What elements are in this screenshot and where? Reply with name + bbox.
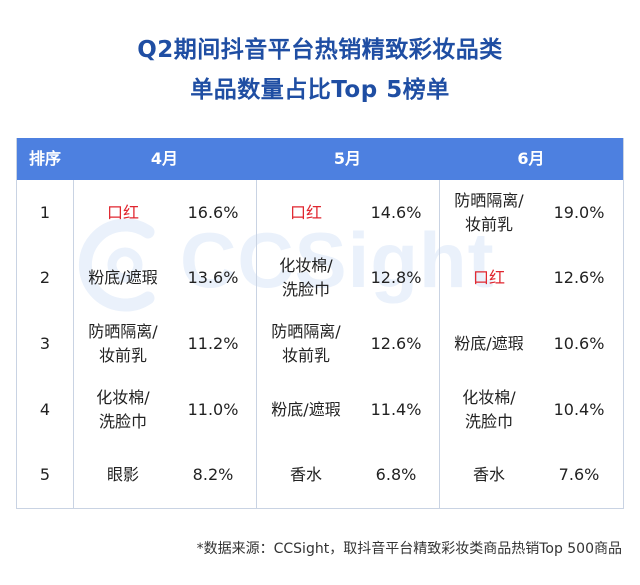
product-name-cell: 粉底/遮瑕 xyxy=(271,399,341,419)
column-divider xyxy=(439,180,440,508)
product-name-cell: 防晒隔离/妆前乳 xyxy=(88,321,158,365)
product-name-cell: 口红 xyxy=(106,202,139,222)
share-percent-cell: 10.6% xyxy=(553,333,605,353)
header-may: 5月 xyxy=(333,149,362,168)
product-name-cell: 防晒隔离/妆前乳 xyxy=(271,321,341,365)
product-name-cell: 香水 xyxy=(472,465,505,485)
header-june: 6月 xyxy=(517,149,545,168)
share-percent-cell: 11.0% xyxy=(187,399,239,419)
product-name-cell: 粉底/遮瑕 xyxy=(454,333,524,353)
rank-cell: 3 xyxy=(39,333,51,353)
share-percent-cell: 19.0% xyxy=(553,202,605,222)
product-name-cell: 眼影 xyxy=(106,465,139,485)
share-percent-cell: 12.6% xyxy=(553,268,605,288)
share-percent-cell: 12.6% xyxy=(370,333,422,353)
share-percent-cell: 16.6% xyxy=(187,202,239,222)
ranking-table: 排序 4月 5月 6月 1 口红 16.6% 口红 14.6% 防晒隔离/妆前乳 19.0%… xyxy=(16,138,624,509)
header-april: 4月 xyxy=(150,149,179,168)
share-percent-cell: 11.4% xyxy=(370,399,422,419)
rank-cell: 2 xyxy=(39,268,51,288)
column-divider xyxy=(256,180,257,508)
rank-cell: 1 xyxy=(39,202,51,222)
share-percent-cell: 6.8% xyxy=(375,465,417,485)
share-percent-cell: 14.6% xyxy=(370,202,422,222)
rank-cell: 5 xyxy=(39,465,51,485)
product-name-cell: 化妆棉/洗脸巾 xyxy=(462,387,516,431)
product-name-cell: 香水 xyxy=(289,465,322,485)
product-name-cell: 粉底/遮瑕 xyxy=(88,268,158,288)
product-name-cell: 化妆棉/洗脸巾 xyxy=(279,256,333,300)
product-name-cell: 口红 xyxy=(289,202,322,222)
share-percent-cell: 7.6% xyxy=(558,465,600,485)
share-percent-cell: 13.6% xyxy=(187,268,239,288)
page-title-line1: Q2期间抖音平台热销精致彩妆品类 xyxy=(137,37,503,63)
share-percent-cell: 10.4% xyxy=(553,399,605,419)
product-name-cell: 化妆棉/洗脸巾 xyxy=(96,387,150,431)
share-percent-cell: 8.2% xyxy=(192,465,234,485)
product-name-cell: 口红 xyxy=(472,268,505,288)
table-header: 排序 4月 5月 6月 xyxy=(17,138,623,180)
rank-cell: 4 xyxy=(39,399,51,419)
product-name-cell: 防晒隔离/妆前乳 xyxy=(454,190,524,234)
column-divider xyxy=(73,180,74,508)
data-source-footnote: *数据来源：CCSight，取抖音平台精致彩妆类商品热销Top 500商品 xyxy=(196,541,622,557)
header-rank: 排序 xyxy=(28,149,61,168)
share-percent-cell: 12.8% xyxy=(370,268,422,288)
share-percent-cell: 11.2% xyxy=(187,333,239,353)
page-title-line2: 单品数量占比Top 5榜单 xyxy=(190,77,450,103)
